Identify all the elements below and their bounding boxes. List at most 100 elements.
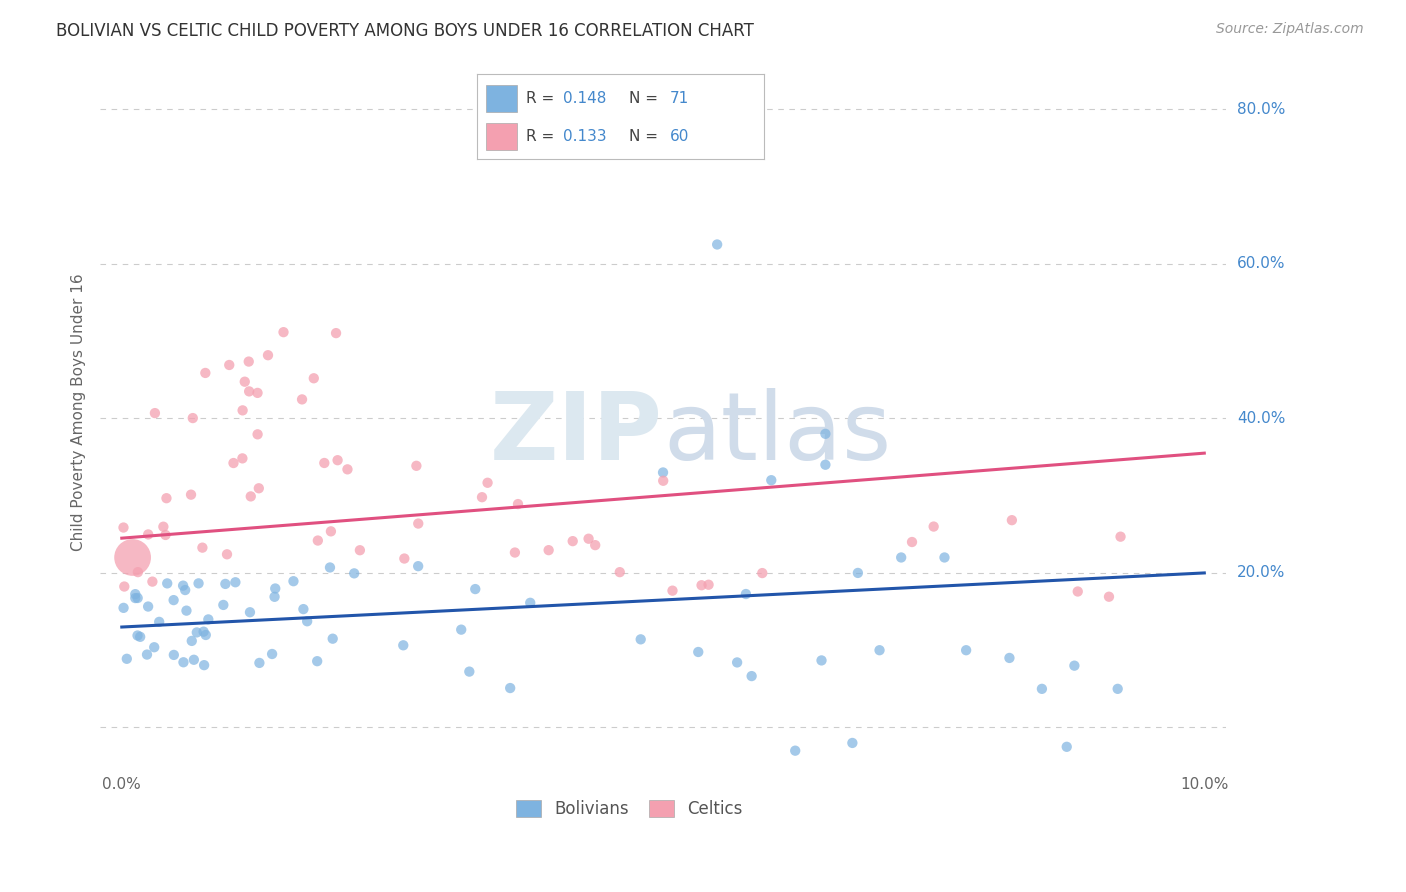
Bolivians [841, 736, 863, 750]
Celtics [325, 326, 347, 340]
Text: atlas: atlas [664, 388, 891, 480]
Celtics [141, 574, 163, 589]
Bolivians [392, 638, 415, 652]
Celtics [238, 354, 260, 368]
Celtics [609, 565, 631, 579]
Bolivians [1031, 681, 1053, 696]
Bolivians [785, 744, 807, 758]
Celtics [222, 456, 245, 470]
Bolivians [187, 576, 209, 591]
Celtics [273, 325, 295, 339]
Bolivians [934, 550, 956, 565]
Celtics [215, 547, 238, 561]
Celtics [349, 543, 371, 558]
Celtics [537, 543, 560, 558]
Text: ZIP: ZIP [491, 388, 664, 480]
Celtics [181, 411, 204, 425]
Bolivians [180, 634, 202, 648]
Celtics [112, 580, 135, 594]
Bolivians [464, 582, 486, 596]
Celtics [578, 532, 600, 546]
Celtics [394, 551, 416, 566]
Celtics [127, 565, 149, 579]
Bolivians [247, 656, 270, 670]
Bolivians [136, 599, 159, 614]
Text: 20.0%: 20.0% [1237, 566, 1285, 581]
Celtics [326, 453, 349, 467]
Bolivians [194, 628, 217, 642]
Bolivians [224, 575, 246, 590]
Celtics [336, 462, 359, 476]
Celtics [238, 384, 260, 399]
Celtics [503, 545, 526, 559]
Bolivians [499, 681, 522, 695]
Celtics [1001, 513, 1024, 527]
Bolivians [112, 600, 135, 615]
Celtics [155, 528, 177, 542]
Celtics [922, 519, 945, 533]
Celtics [561, 534, 583, 549]
Bolivians [148, 615, 170, 629]
Celtics [1067, 584, 1090, 599]
Bolivians [450, 623, 472, 637]
Bolivians [264, 582, 287, 596]
Bolivians [136, 648, 159, 662]
Celtics [1109, 530, 1132, 544]
Bolivians [652, 466, 675, 480]
Bolivians [706, 237, 728, 252]
Bolivians [172, 579, 194, 593]
Bolivians [688, 645, 710, 659]
Bolivians [197, 612, 219, 626]
Bolivians [163, 648, 186, 662]
Bolivians [127, 628, 149, 642]
Bolivians [1063, 658, 1085, 673]
Bolivians [295, 614, 318, 628]
Bolivians [193, 658, 215, 673]
Celtics [143, 406, 166, 420]
Bolivians [183, 653, 205, 667]
Celtics [191, 541, 214, 555]
Bolivians [630, 632, 652, 647]
Celtics [239, 490, 262, 504]
Bolivians [124, 591, 146, 605]
Celtics [307, 533, 329, 548]
Point [121, 550, 143, 565]
Bolivians [810, 653, 832, 667]
Bolivians [262, 647, 284, 661]
Bolivians [176, 604, 198, 618]
Celtics [1098, 590, 1121, 604]
Bolivians [846, 566, 869, 580]
Celtics [155, 491, 177, 506]
Bolivians [343, 566, 366, 581]
Bolivians [263, 590, 285, 604]
Bolivians [174, 582, 197, 597]
Bolivians [735, 587, 758, 601]
Legend: Bolivians, Celtics: Bolivians, Celtics [508, 791, 751, 826]
Celtics [180, 488, 202, 502]
Celtics [194, 366, 217, 380]
Bolivians [869, 643, 891, 657]
Bolivians [814, 458, 837, 472]
Celtics [314, 456, 336, 470]
Celtics [112, 520, 135, 534]
Celtics [697, 578, 720, 592]
Celtics [218, 358, 240, 372]
Bolivians [156, 576, 179, 591]
Bolivians [172, 655, 194, 669]
Celtics [246, 427, 269, 442]
Bolivians [761, 473, 783, 487]
Celtics [477, 475, 499, 490]
Bolivians [1107, 681, 1129, 696]
Celtics [652, 474, 675, 488]
Bolivians [283, 574, 305, 589]
Celtics [583, 538, 606, 552]
Text: 60.0%: 60.0% [1237, 256, 1285, 271]
Celtics [136, 527, 159, 541]
Bolivians [115, 652, 138, 666]
Bolivians [307, 654, 329, 668]
Bolivians [129, 630, 152, 644]
Bolivians [741, 669, 763, 683]
Bolivians [186, 625, 208, 640]
Celtics [471, 490, 494, 504]
Celtics [257, 348, 280, 362]
